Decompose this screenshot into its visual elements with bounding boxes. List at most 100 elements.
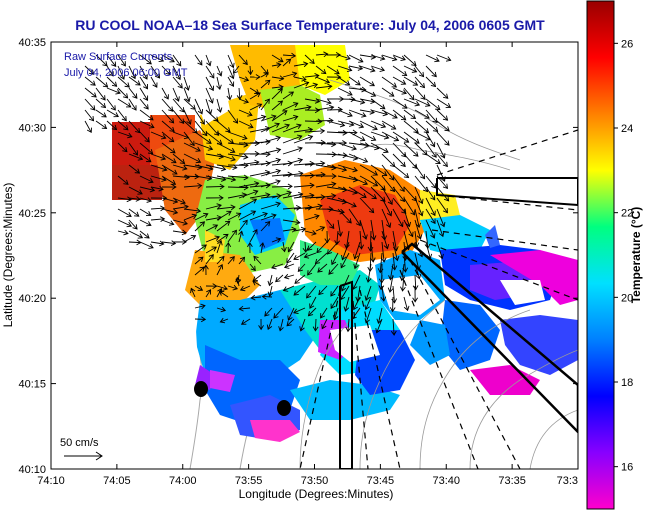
current-vector xyxy=(403,230,411,251)
current-vector xyxy=(216,263,224,276)
current-vector xyxy=(326,129,348,136)
current-vector xyxy=(275,274,284,283)
current-vector xyxy=(315,51,329,58)
current-vector xyxy=(359,65,376,73)
current-vector xyxy=(364,285,372,301)
current-vector xyxy=(183,87,191,103)
current-vector xyxy=(260,179,281,188)
current-vector xyxy=(249,192,271,199)
current-vector xyxy=(216,220,231,232)
current-vector xyxy=(247,65,254,76)
y-tick-label: 40:30 xyxy=(18,122,46,134)
current-vector xyxy=(282,114,299,122)
current-vector xyxy=(139,131,150,143)
current-vector xyxy=(381,230,390,250)
colorbar xyxy=(586,0,615,510)
current-vector xyxy=(414,208,422,229)
current-vector xyxy=(271,62,282,68)
current-vector xyxy=(306,285,317,299)
current-vector xyxy=(387,274,394,293)
current-vector xyxy=(216,233,229,243)
current-vector xyxy=(260,135,281,144)
current-vector xyxy=(359,87,377,97)
current-vector xyxy=(425,219,436,239)
current-vector xyxy=(227,76,235,87)
current-vector xyxy=(139,230,150,239)
current-vector xyxy=(161,87,169,100)
current-vector xyxy=(436,208,446,228)
current-vector xyxy=(282,52,297,59)
current-vector xyxy=(183,153,202,164)
current-vector xyxy=(128,120,141,134)
current-vector xyxy=(303,252,317,259)
current-vector xyxy=(282,226,297,233)
current-vector xyxy=(271,237,282,243)
current-vector xyxy=(161,65,171,76)
current-vector xyxy=(343,296,350,312)
current-vector xyxy=(150,76,158,88)
current-vector xyxy=(307,241,317,251)
current-vector xyxy=(307,307,317,317)
current-vector xyxy=(359,76,375,87)
current-vector xyxy=(216,175,237,182)
current-vector xyxy=(403,131,420,144)
chart-title: RU COOL NOAA–18 Sea Surface Temperature:… xyxy=(75,17,545,33)
current-vector xyxy=(403,87,415,101)
current-vector xyxy=(260,79,271,89)
current-vector xyxy=(340,285,350,301)
current-vector xyxy=(293,76,307,82)
current-vector xyxy=(139,197,152,203)
scale-arrow xyxy=(64,451,103,461)
current-vector xyxy=(183,213,198,221)
current-vector xyxy=(326,106,343,113)
current-vector xyxy=(161,208,179,215)
current-vector xyxy=(139,142,154,155)
current-vector xyxy=(194,142,214,151)
current-vector xyxy=(293,81,310,89)
current-vector xyxy=(375,318,383,334)
current-vector xyxy=(139,241,154,249)
current-vector xyxy=(414,219,423,240)
current-vector xyxy=(436,241,444,260)
current-vector xyxy=(271,75,285,82)
current-vector xyxy=(414,263,422,280)
current-vector xyxy=(414,252,421,271)
current-vector xyxy=(328,263,339,275)
x-axis-label: Longitude (Degrees:Minutes) xyxy=(239,487,394,501)
current-vector xyxy=(293,252,306,260)
current-vector xyxy=(150,240,165,247)
current-vector xyxy=(172,98,185,113)
current-vector xyxy=(392,153,406,168)
x-tick-label: 73:50 xyxy=(301,475,329,487)
current-vector xyxy=(348,131,366,142)
current-vector xyxy=(337,120,355,127)
current-vector xyxy=(282,102,299,111)
current-vector xyxy=(183,142,201,152)
current-vector xyxy=(412,274,419,291)
current-vector xyxy=(172,65,181,81)
current-vector xyxy=(351,307,361,320)
current-vector xyxy=(370,219,377,241)
current-vector xyxy=(414,98,431,107)
current-vector xyxy=(218,290,229,298)
current-vector xyxy=(238,230,244,243)
current-vector xyxy=(414,109,430,119)
current-vector xyxy=(271,171,293,178)
current-vector xyxy=(172,164,188,171)
x-tick-label: 73:55 xyxy=(235,475,263,487)
current-vector xyxy=(259,242,266,254)
current-vector xyxy=(341,241,350,261)
current-vector xyxy=(273,307,284,319)
current-vector xyxy=(400,274,406,292)
current-vector xyxy=(312,318,319,332)
current-vector xyxy=(240,318,251,325)
current-vector xyxy=(219,317,229,324)
current-vector xyxy=(348,186,367,198)
current-vector xyxy=(128,142,139,156)
current-vector xyxy=(260,114,277,122)
current-vector xyxy=(370,131,390,140)
current-vector xyxy=(337,54,351,61)
current-vector xyxy=(128,219,138,230)
current-vector xyxy=(353,252,361,270)
current-vector xyxy=(271,183,293,190)
